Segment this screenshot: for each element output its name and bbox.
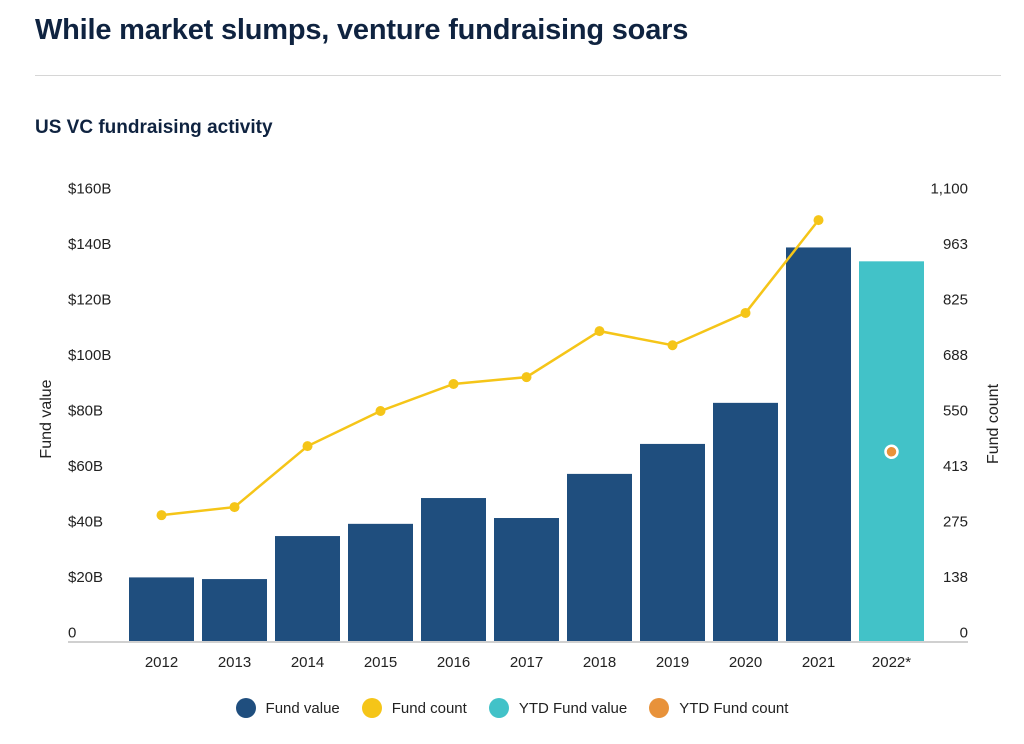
fund-value-bar bbox=[494, 518, 559, 642]
x-tick-label: 2021 bbox=[802, 654, 835, 671]
legend-label: Fund value bbox=[265, 699, 340, 717]
legend: Fund value Fund count YTD Fund value YTD Fu… bbox=[0, 698, 1024, 718]
x-tick-label: 2017 bbox=[510, 654, 543, 671]
fund-count-point bbox=[302, 441, 313, 452]
y-axis-label: Fund value bbox=[38, 379, 55, 458]
y-tick-label: $160B bbox=[68, 181, 111, 198]
legend-label: YTD Fund value bbox=[518, 699, 628, 717]
x-tick-label: 2020 bbox=[729, 654, 762, 671]
legend-swatch-icon bbox=[488, 698, 509, 718]
fund-count-point bbox=[813, 215, 824, 226]
fund-value-bar bbox=[129, 577, 194, 642]
legend-swatch-icon bbox=[361, 698, 382, 718]
x-tick-label: 2013 bbox=[218, 654, 251, 671]
y-tick-label: $60B bbox=[68, 458, 103, 475]
chart-subtitle: US VC fundraising activity bbox=[35, 117, 273, 138]
y2-tick-label: 1,100 bbox=[930, 181, 968, 198]
x-tick-label: 2022* bbox=[872, 654, 911, 671]
fund-count-point bbox=[156, 510, 167, 521]
fund-value-bar bbox=[348, 523, 413, 642]
fund-count-point bbox=[448, 378, 459, 389]
y2-tick-label: 963 bbox=[943, 236, 968, 253]
fund-value-bar bbox=[567, 473, 632, 642]
legend-swatch-icon bbox=[235, 698, 256, 718]
legend-item: YTD Fund value bbox=[488, 698, 628, 718]
legend-label: Fund count bbox=[391, 699, 467, 717]
y2-tick-label: 688 bbox=[943, 347, 968, 364]
y-tick-label: $20B bbox=[68, 569, 103, 586]
y2-tick-label: 0 bbox=[960, 625, 968, 642]
fund-count-point bbox=[740, 307, 751, 318]
fund-value-bar bbox=[786, 247, 851, 642]
y2-tick-label: 138 bbox=[943, 569, 968, 586]
fund-value-bar bbox=[640, 443, 705, 642]
fund-count-line bbox=[161, 219, 820, 517]
legend-item: Fund count bbox=[361, 698, 467, 718]
ytd-fund-count-point bbox=[884, 444, 899, 460]
x-tick-label: 2012 bbox=[145, 654, 178, 671]
fund-count-point bbox=[667, 340, 678, 351]
x-tick-label: 2019 bbox=[656, 654, 689, 671]
legend-item: YTD Fund count bbox=[649, 698, 788, 718]
fund-value-bar bbox=[202, 579, 267, 642]
y-tick-label: $100B bbox=[68, 347, 111, 364]
legend-label: YTD Fund count bbox=[679, 699, 789, 717]
fund-value-bar bbox=[713, 402, 778, 642]
fund-count-point bbox=[375, 406, 386, 417]
fund-value-bar bbox=[275, 536, 340, 642]
x-tick-label: 2015 bbox=[364, 654, 397, 671]
y2-axis-label: Fund count bbox=[985, 383, 1002, 464]
y2-tick-label: 275 bbox=[943, 514, 968, 531]
fund-count-point bbox=[594, 326, 605, 337]
x-tick-label: 2018 bbox=[583, 654, 616, 671]
chart-title: While market slumps, venture fundraising… bbox=[35, 14, 689, 46]
y2-tick-label: 550 bbox=[943, 403, 968, 420]
y2-tick-label: 825 bbox=[943, 292, 968, 309]
x-tick-label: 2014 bbox=[291, 654, 324, 671]
y-tick-label: 0 bbox=[68, 625, 76, 642]
y-tick-label: $140B bbox=[68, 236, 111, 253]
y-tick-label: $120B bbox=[68, 292, 111, 309]
y-tick-label: $40B bbox=[68, 514, 103, 531]
divider bbox=[35, 75, 1001, 76]
y-tick-label: $80B bbox=[68, 403, 103, 420]
fund-count-point bbox=[521, 372, 532, 383]
y2-tick-label: 413 bbox=[943, 458, 968, 475]
legend-swatch-icon bbox=[649, 698, 670, 718]
legend-item: Fund value bbox=[235, 698, 340, 718]
x-tick-label: 2016 bbox=[437, 654, 470, 671]
fund-count-point bbox=[229, 502, 240, 513]
fund-value-bar bbox=[421, 498, 486, 642]
